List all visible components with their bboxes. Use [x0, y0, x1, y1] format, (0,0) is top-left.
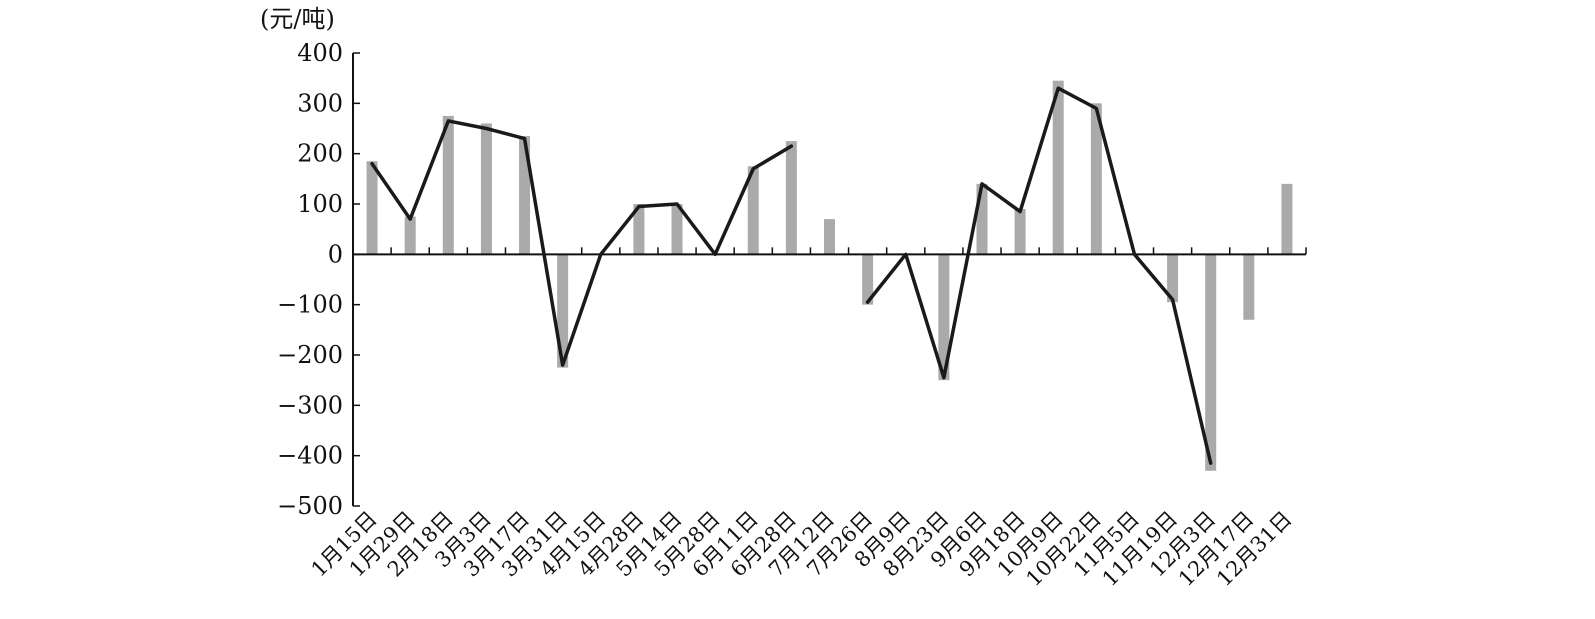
y-tick-label: 200: [297, 140, 343, 168]
y-axis-ticks: 400 300 200 100 0 −100 −200 −300 −400 −500: [277, 39, 360, 520]
y-tick-label: 400: [297, 39, 343, 67]
axes: [352, 53, 1307, 506]
bar-22: [1205, 254, 1217, 471]
y-tick-label: −300: [277, 391, 343, 419]
x-axis-labels: 1月15日1月29日2月18日3月3日3月17日3月31日4月15日4月28日5…: [307, 507, 1297, 591]
bar-2: [442, 115, 454, 255]
bar-24: [1281, 183, 1293, 255]
line-series: [372, 88, 1287, 463]
bar-15: [938, 254, 950, 381]
bar-13: [862, 254, 874, 305]
bar-10: [747, 166, 759, 255]
y-tick-label: 300: [297, 89, 343, 117]
bar-series: [366, 80, 1293, 471]
bar-7: [633, 204, 645, 255]
bar-17: [1014, 209, 1026, 255]
bar-11: [785, 141, 797, 255]
y-tick-label: 0: [328, 240, 343, 268]
y-tick-label: −200: [277, 341, 343, 369]
bar-3: [480, 123, 492, 255]
bar-19: [1090, 103, 1102, 255]
y-tick-label: −500: [277, 492, 343, 520]
bar-5: [557, 254, 569, 368]
bar-12: [824, 219, 835, 255]
bar-18: [1052, 80, 1064, 255]
y-tick-label: 100: [297, 190, 343, 218]
y-tick-label: −100: [277, 291, 343, 319]
bar-8: [671, 204, 683, 255]
bar-0: [366, 161, 378, 255]
y-axis-unit-label: (元/吨): [260, 5, 335, 33]
bar-4: [519, 136, 531, 255]
bar-1: [404, 216, 416, 255]
bar-23: [1243, 254, 1255, 320]
line-series-path: [372, 88, 1287, 463]
bar-16: [976, 183, 988, 255]
y-tick-label: −400: [277, 442, 343, 470]
bar-21: [1167, 254, 1179, 303]
